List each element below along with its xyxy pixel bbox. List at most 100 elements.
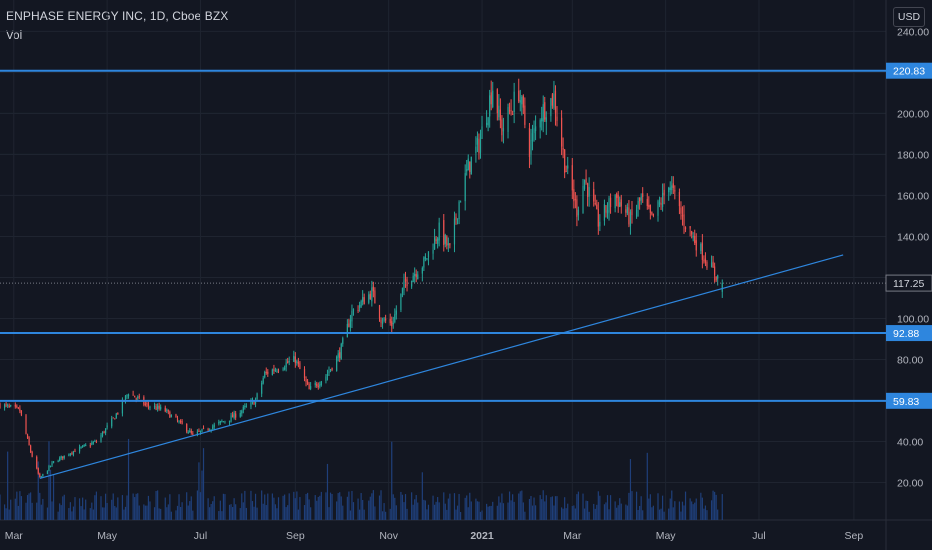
volume-bar: [392, 494, 394, 520]
candle-body: [649, 205, 651, 213]
volume-bar: [83, 509, 85, 520]
candle-body: [176, 418, 179, 421]
volume-bar: [684, 491, 687, 520]
volume-bar: [78, 498, 81, 520]
candle-body: [421, 267, 423, 274]
time-axis[interactable]: Mar May Jul Sep Nov 2021 Mar May Jul Sep: [5, 530, 864, 542]
candle-body: [26, 434, 29, 439]
volume-bar: [296, 491, 298, 520]
time-tick-label: Sep: [286, 530, 305, 542]
candle-body: [235, 413, 237, 418]
candle-body: [542, 104, 544, 122]
volume-bar: [230, 504, 232, 520]
candle-body: [359, 304, 361, 308]
volume-bar: [508, 491, 511, 520]
candle-body: [57, 460, 59, 462]
candle-body: [562, 147, 564, 150]
candle-body: [631, 209, 633, 216]
volume-bar: [446, 509, 448, 520]
volume-bar: [71, 511, 73, 520]
candle-body: [553, 93, 555, 108]
time-tick-label: May: [656, 530, 677, 542]
volume-bar: [351, 490, 353, 520]
volume-bar: [40, 504, 42, 520]
currency-button[interactable]: USD: [893, 7, 925, 27]
candle-body: [395, 310, 397, 315]
volume-bar: [340, 496, 342, 520]
candle-body: [137, 397, 139, 399]
volume-bar: [189, 501, 191, 520]
candle-body: [342, 338, 344, 344]
candle-body: [406, 279, 408, 287]
time-tick-label: Jul: [752, 530, 765, 542]
volume-bar: [534, 505, 537, 520]
volume-bar: [560, 507, 563, 520]
candle-body: [475, 146, 477, 154]
candle-body: [124, 395, 127, 400]
candle-body: [95, 441, 98, 443]
volume-bar: [166, 507, 168, 520]
horizontal-levels[interactable]: [0, 69, 886, 402]
candle-body: [85, 444, 87, 446]
volume-bar: [550, 497, 552, 520]
price-axis[interactable]: 20.0040.0060.0080.00100.00140.00160.0018…: [885, 26, 932, 489]
candle-body: [412, 275, 414, 283]
candle-body: [276, 370, 278, 372]
candle-body: [464, 173, 466, 202]
volume-bar: [299, 497, 301, 520]
volume-bar: [219, 500, 221, 520]
last-price-label-bg: [885, 274, 932, 292]
candle-body: [683, 214, 685, 226]
volume-bar: [186, 492, 188, 520]
candle-body: [207, 429, 209, 431]
candle-body: [593, 189, 595, 202]
candle-body: [554, 90, 557, 113]
candle-body: [625, 209, 627, 213]
candle-body: [620, 199, 622, 207]
volume-bar: [453, 493, 456, 520]
volume-bar: [92, 509, 94, 520]
volume-bar: [158, 508, 160, 520]
candle-body: [241, 410, 243, 414]
volume-bar: [250, 490, 252, 520]
volume-bar: [449, 493, 451, 520]
candle-body: [68, 454, 70, 456]
volume-bar: [424, 500, 427, 520]
candle-body: [513, 91, 515, 113]
candle-body: [467, 158, 469, 171]
candle-body: [244, 406, 246, 408]
volume-bar: [567, 503, 569, 520]
volume-bar: [181, 502, 183, 520]
volume-bar: [565, 508, 567, 520]
candle-body: [121, 399, 124, 414]
volume-bar: [378, 495, 381, 520]
candle-body: [487, 117, 489, 126]
trendline[interactable]: [39, 254, 844, 479]
volume-bar: [254, 493, 257, 520]
volume-bar: [372, 490, 374, 520]
candle-body: [305, 379, 307, 382]
volume-bar: [487, 506, 489, 520]
candle-body: [642, 193, 644, 197]
volume-bar: [242, 502, 244, 520]
candle-body: [115, 413, 117, 419]
volume-bar: [642, 510, 644, 520]
volume-bar: [703, 508, 705, 520]
candle-body: [710, 262, 713, 268]
candle-body: [132, 394, 134, 396]
volume-bar: [710, 500, 713, 520]
volume-bar: [287, 505, 289, 520]
candle-body: [199, 430, 202, 433]
candle-body: [212, 426, 214, 429]
volume-bar: [339, 492, 341, 520]
trendline-line[interactable]: [39, 254, 844, 479]
candle-body: [218, 421, 220, 424]
volume-bar: [539, 495, 541, 520]
volume-bar: [320, 491, 322, 520]
volume-bar: [362, 499, 364, 520]
candle-body: [274, 369, 277, 372]
candle-body: [189, 430, 191, 433]
candle-body: [230, 415, 232, 422]
volume-bar: [222, 493, 225, 520]
